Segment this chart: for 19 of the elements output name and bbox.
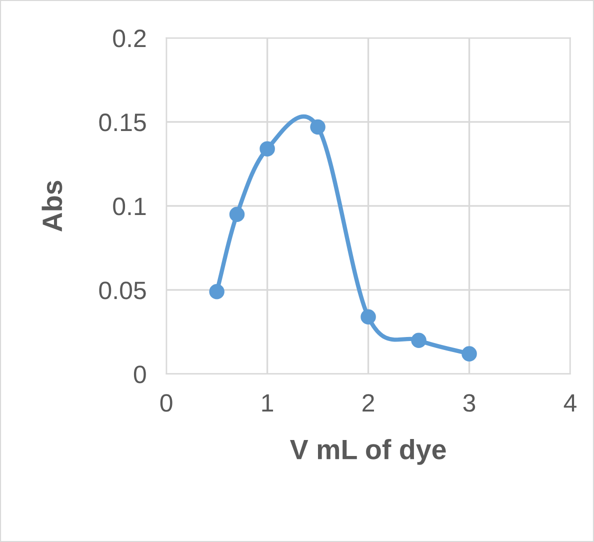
y-tick-label: 0.1 xyxy=(113,198,146,216)
x-tick-label: 4 xyxy=(564,394,576,412)
y-tick-label: 0.15 xyxy=(99,114,146,132)
y-tick-label: 0.2 xyxy=(113,30,146,48)
y-axis-title: Abs xyxy=(42,180,62,232)
point xyxy=(229,206,245,222)
point xyxy=(260,141,275,156)
y-tick-label: 0.05 xyxy=(99,282,146,300)
point xyxy=(310,119,326,135)
x-tick-label: 0 xyxy=(160,394,172,412)
x-tick-label: 1 xyxy=(262,394,274,412)
point xyxy=(411,332,426,348)
y-tick-label: 0 xyxy=(134,366,146,384)
point xyxy=(209,284,224,300)
x-tick-label: 2 xyxy=(362,394,374,412)
point xyxy=(462,346,477,362)
x-axis-title: V mL of dye xyxy=(290,438,446,465)
point xyxy=(360,309,376,324)
x-tick-label: 3 xyxy=(463,394,476,412)
